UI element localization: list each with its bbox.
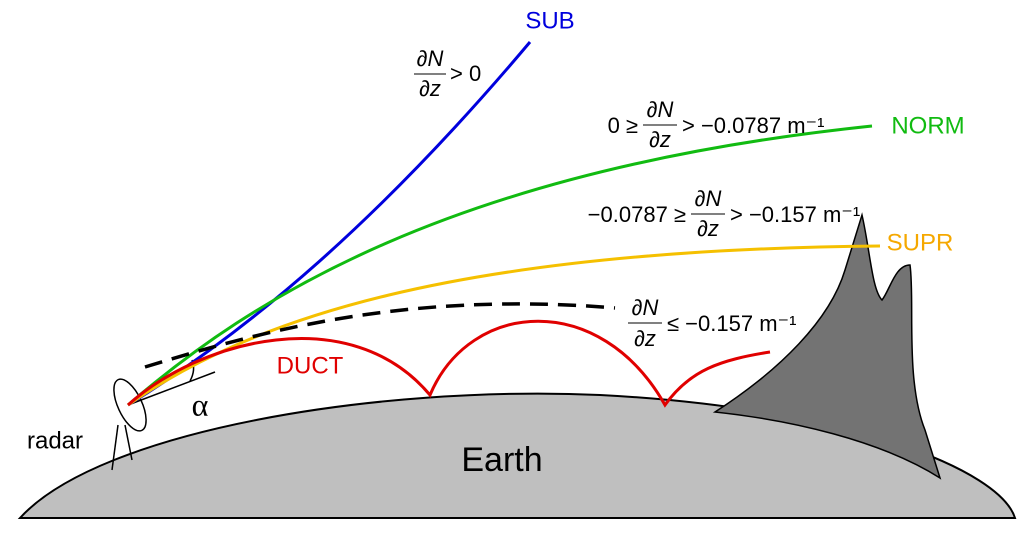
relation-left: 0 ≥ xyxy=(608,113,638,138)
numerator: ∂N xyxy=(417,46,444,71)
relation: > −0.0787 m⁻¹ xyxy=(682,113,824,138)
duct-label: DUCT xyxy=(277,352,344,379)
denominator: ∂z xyxy=(697,216,719,241)
radar-label: radar xyxy=(27,427,83,454)
numerator: ∂N xyxy=(632,295,659,320)
relation-left: −0.0787 ≥ xyxy=(588,202,686,227)
earth-tangent xyxy=(145,304,615,367)
numerator: ∂N xyxy=(695,186,722,211)
sub-ray xyxy=(128,42,530,405)
relation: > −0.157 m⁻¹ xyxy=(730,202,860,227)
relation: ≤ −0.157 m⁻¹ xyxy=(667,311,796,336)
denominator: ∂z xyxy=(634,326,656,351)
earth-label: Earth xyxy=(461,441,542,479)
condition: −0.0787 ≥ ∂N ∂z > −0.157 m⁻¹ xyxy=(588,186,861,241)
denominator: ∂z xyxy=(649,127,671,152)
sub-label: SUB xyxy=(525,7,574,34)
norm-label: NORM xyxy=(891,112,964,139)
condition: 0 ≥ ∂N ∂z > −0.0787 m⁻¹ xyxy=(608,97,825,152)
alpha-label: α xyxy=(192,386,209,422)
condition: ∂N ∂z > 0 xyxy=(414,46,481,101)
numerator: ∂N xyxy=(647,97,674,122)
relation: > 0 xyxy=(450,61,481,86)
supr-label: SUPR xyxy=(887,229,954,256)
denominator: ∂z xyxy=(419,76,441,101)
condition: ∂N ∂z ≤ −0.157 m⁻¹ xyxy=(628,295,796,351)
norm-ray xyxy=(128,126,872,405)
diagram: SUB NORM SUPR DUCT radar Earth α ∂N ∂z >… xyxy=(0,0,1023,548)
